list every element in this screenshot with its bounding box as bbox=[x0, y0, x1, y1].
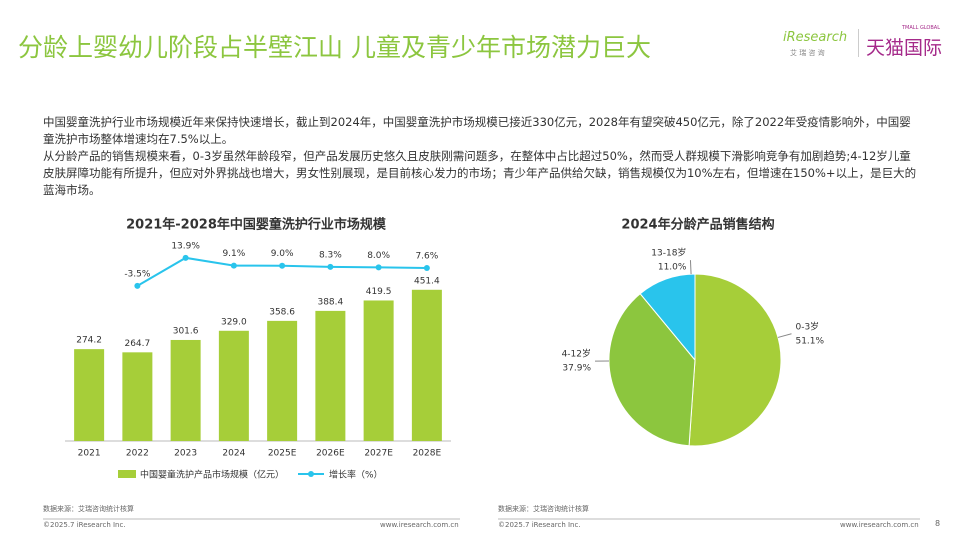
bar-label: 301.6 bbox=[173, 326, 199, 336]
line-point bbox=[182, 254, 189, 261]
copyright: ©2025.7 iResearch Inc. bbox=[498, 521, 581, 529]
bar bbox=[363, 300, 394, 441]
slice-label: 4-12岁 bbox=[562, 348, 591, 360]
brand: 天猫国际 bbox=[866, 37, 943, 59]
legend-swatch bbox=[118, 470, 136, 478]
chart-title: 2024年分龄产品销售结构 bbox=[621, 217, 774, 233]
line-label: 9.0% bbox=[271, 249, 294, 259]
legend-label: 中国婴童洗护产品市场规模（亿元） bbox=[140, 469, 284, 481]
line-point bbox=[327, 263, 334, 270]
bar-label: 358.6 bbox=[269, 307, 295, 317]
pie-slice bbox=[688, 273, 782, 447]
line-label: 13.9% bbox=[171, 241, 200, 251]
bar bbox=[218, 330, 249, 441]
bar bbox=[411, 289, 442, 441]
line-label: 9.1% bbox=[222, 249, 245, 259]
bar bbox=[170, 339, 201, 441]
bar-label: 274.2 bbox=[76, 336, 102, 346]
slice-value: 11.0% bbox=[658, 263, 687, 273]
line-label: 7.6% bbox=[415, 251, 438, 261]
brand-sub: TMALL GLOBAL bbox=[902, 25, 941, 31]
leader-line bbox=[689, 260, 692, 275]
bar-label: 388.4 bbox=[317, 297, 343, 307]
x-tick-label: 2027E bbox=[364, 449, 393, 459]
line-point bbox=[423, 264, 430, 271]
x-tick-label: 2026E bbox=[316, 449, 345, 459]
source: 数据来源：艾瑞咨询统计核算 bbox=[498, 505, 589, 513]
slice-value: 51.1% bbox=[795, 336, 824, 346]
bar-label: 451.4 bbox=[414, 276, 440, 286]
paragraph: 从分龄产品的销售规模来看，0-3岁虽然年龄段窄，但产品发展历史悠久且皮肤刚需问题… bbox=[43, 149, 917, 197]
line-point bbox=[134, 282, 141, 289]
line-label: -3.5% bbox=[124, 269, 151, 279]
line-point bbox=[279, 262, 286, 269]
x-tick-label: 2022 bbox=[126, 449, 149, 459]
url: www.iresearch.com.cn bbox=[840, 521, 919, 529]
source: 数据来源：艾瑞咨询统计核算 bbox=[43, 505, 134, 513]
bar-label: 329.0 bbox=[221, 317, 247, 327]
leader-line bbox=[777, 333, 792, 338]
line-label: 8.3% bbox=[319, 250, 342, 260]
paragraph: 中国婴童洗护行业市场规模近年来保持快速增长，截止到2024年，中国婴童洗护市场规… bbox=[43, 115, 911, 146]
x-tick-label: 2025E bbox=[268, 449, 297, 459]
slice-label: 0-3岁 bbox=[795, 320, 819, 332]
legend-swatch bbox=[308, 471, 314, 477]
x-tick-label: 2021 bbox=[78, 449, 101, 459]
line-point bbox=[230, 262, 237, 269]
logo-sub: 艾 瑞 咨 询 bbox=[790, 49, 825, 57]
pie-slice bbox=[639, 273, 696, 362]
legend-label: 增长率（%） bbox=[329, 469, 383, 481]
url: www.iresearch.com.cn bbox=[380, 521, 459, 529]
line bbox=[136, 256, 427, 287]
line-label: 8.0% bbox=[367, 251, 390, 261]
page-number: 8 bbox=[935, 519, 941, 528]
copyright: ©2025.7 iResearch Inc. bbox=[43, 521, 126, 529]
logo: iResearch bbox=[783, 30, 848, 45]
x-tick-label: 2023 bbox=[174, 449, 197, 459]
slice-label: 13-18岁 bbox=[651, 247, 686, 259]
slide-title: 分龄上婴幼儿阶段占半壁江山 儿童及青少年市场潜力巨大 bbox=[18, 33, 651, 62]
x-tick-label: 2028E bbox=[413, 449, 442, 459]
line-point bbox=[375, 264, 382, 271]
bar bbox=[267, 320, 298, 441]
pie-slice bbox=[608, 293, 696, 447]
bar-label: 264.7 bbox=[124, 339, 150, 349]
x-tick-label: 2024 bbox=[222, 449, 245, 459]
slice-value: 37.9% bbox=[562, 364, 591, 374]
bar bbox=[74, 349, 105, 441]
bar bbox=[122, 352, 153, 441]
chart-title: 2021年-2028年中国婴童洗护行业市场规模 bbox=[126, 217, 387, 233]
bar-label: 419.5 bbox=[366, 287, 392, 297]
bar bbox=[315, 310, 346, 441]
divider bbox=[858, 29, 859, 57]
